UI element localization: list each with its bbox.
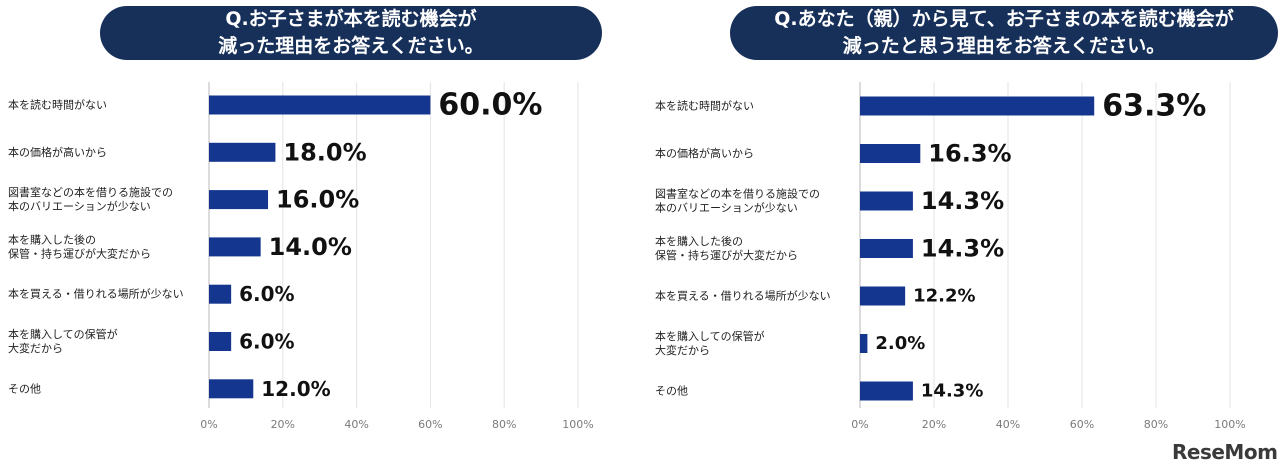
right-category-label-4-0: 本を買える・借りれる場所が少ない xyxy=(655,289,831,303)
right-x-tick-2: 40% xyxy=(996,418,1020,431)
right-bar-1 xyxy=(860,144,921,163)
left-x-tick-5: 100% xyxy=(562,418,593,431)
left-category-label-4-0: 本を買える・借りれる場所が少ない xyxy=(8,287,184,301)
right-value-label-4: 12.2% xyxy=(913,286,975,307)
right-x-tick-1: 20% xyxy=(922,418,946,431)
right-category-label-6-0: その他 xyxy=(655,385,688,398)
left-value-label-1: 18.0% xyxy=(283,138,366,166)
right-value-label-6: 14.3% xyxy=(921,381,983,402)
right-category-label-3-0: 本を購入した後の xyxy=(655,234,743,248)
left-value-label-2: 16.0% xyxy=(276,186,359,214)
left-value-label-6: 12.0% xyxy=(261,377,330,401)
right-x-tick-5: 100% xyxy=(1214,418,1245,431)
right-category-label-0-0: 本を読む時間がない xyxy=(655,99,754,113)
right-category-label-1-0: 本の価格が高いから xyxy=(655,146,754,160)
right-value-label-3: 14.3% xyxy=(921,235,1004,263)
right-bar-6 xyxy=(860,381,913,401)
left-category-label-5-0: 本を購入しての保管が xyxy=(8,327,118,341)
right-bar-0 xyxy=(860,96,1095,116)
left-value-label-0: 60.0% xyxy=(438,88,542,123)
right-category-label-5-1: 大変だから xyxy=(655,343,710,357)
right-bar-3 xyxy=(860,239,913,258)
left-value-label-3: 14.0% xyxy=(269,233,352,261)
left-category-label-2-1: 本のバリエーションが少ない xyxy=(8,199,151,213)
left-category-label-2-0: 図書室などの本を借りる施設での xyxy=(8,185,173,199)
right-value-label-1: 16.3% xyxy=(928,140,1011,168)
right-x-tick-4: 80% xyxy=(1144,418,1168,431)
left-category-label-3-1: 保管・持ち運びが大変だから xyxy=(8,246,151,260)
resemom-logo: ReseMom xyxy=(1172,440,1278,464)
right-value-label-5: 2.0% xyxy=(875,333,925,354)
left-category-label-6-0: その他 xyxy=(8,382,41,395)
left-bar-6 xyxy=(209,379,254,399)
right-value-label-2: 14.3% xyxy=(921,187,1004,215)
right-category-label-3-1: 保管・持ち運びが大変だから xyxy=(655,248,798,262)
left-bar-2 xyxy=(209,190,269,210)
left-category-label-0-0: 本を読む時間がない xyxy=(8,98,107,112)
left-category-label-5-1: 大変だから xyxy=(8,341,63,355)
left-title-line-2: 減った理由をお答えください。 xyxy=(218,35,484,57)
left-x-tick-2: 40% xyxy=(344,418,368,431)
right-category-label-2-1: 本のバリエーションが少ない xyxy=(655,201,798,215)
left-title-line-1: Q.お子さまが本を読む機会が xyxy=(225,8,477,30)
left-chart-title: Q.お子さまが本を読む機会が 減った理由をお答えください。 xyxy=(100,6,602,60)
right-category-label-5-0: 本を購入しての保管が xyxy=(655,329,765,343)
right-title-line-1: Q.あなた（親）から見て、お子さまの本を読む機会が xyxy=(774,8,1234,30)
right-title-line-2: 減ったと思う理由をお答えください。 xyxy=(842,35,1166,57)
right-x-tick-0: 0% xyxy=(851,418,868,431)
left-bar-3 xyxy=(209,237,261,257)
right-x-tick-3: 60% xyxy=(1070,418,1094,431)
right-bar-4 xyxy=(860,286,906,306)
left-x-tick-0: 0% xyxy=(200,418,217,431)
left-bar-0 xyxy=(209,95,431,115)
left-bar-1 xyxy=(209,142,276,162)
right-bar-5 xyxy=(860,334,868,353)
left-bar-5 xyxy=(209,332,232,351)
left-value-label-5: 6.0% xyxy=(239,330,294,354)
left-category-label-3-0: 本を購入した後の xyxy=(8,232,96,246)
left-bar-4 xyxy=(209,284,232,304)
left-x-tick-1: 20% xyxy=(271,418,295,431)
right-value-label-0: 63.3% xyxy=(1102,89,1206,124)
right-chart-title: Q.あなた（親）から見て、お子さまの本を読む機会が 減ったと思う理由をお答えくだ… xyxy=(730,6,1278,60)
left-category-label-1-0: 本の価格が高いから xyxy=(8,145,107,159)
right-bar-2 xyxy=(860,191,913,211)
left-x-tick-4: 80% xyxy=(492,418,516,431)
left-x-tick-3: 60% xyxy=(418,418,442,431)
left-value-label-4: 6.0% xyxy=(239,282,294,306)
right-category-label-2-0: 図書室などの本を借りる施設での xyxy=(655,187,820,201)
